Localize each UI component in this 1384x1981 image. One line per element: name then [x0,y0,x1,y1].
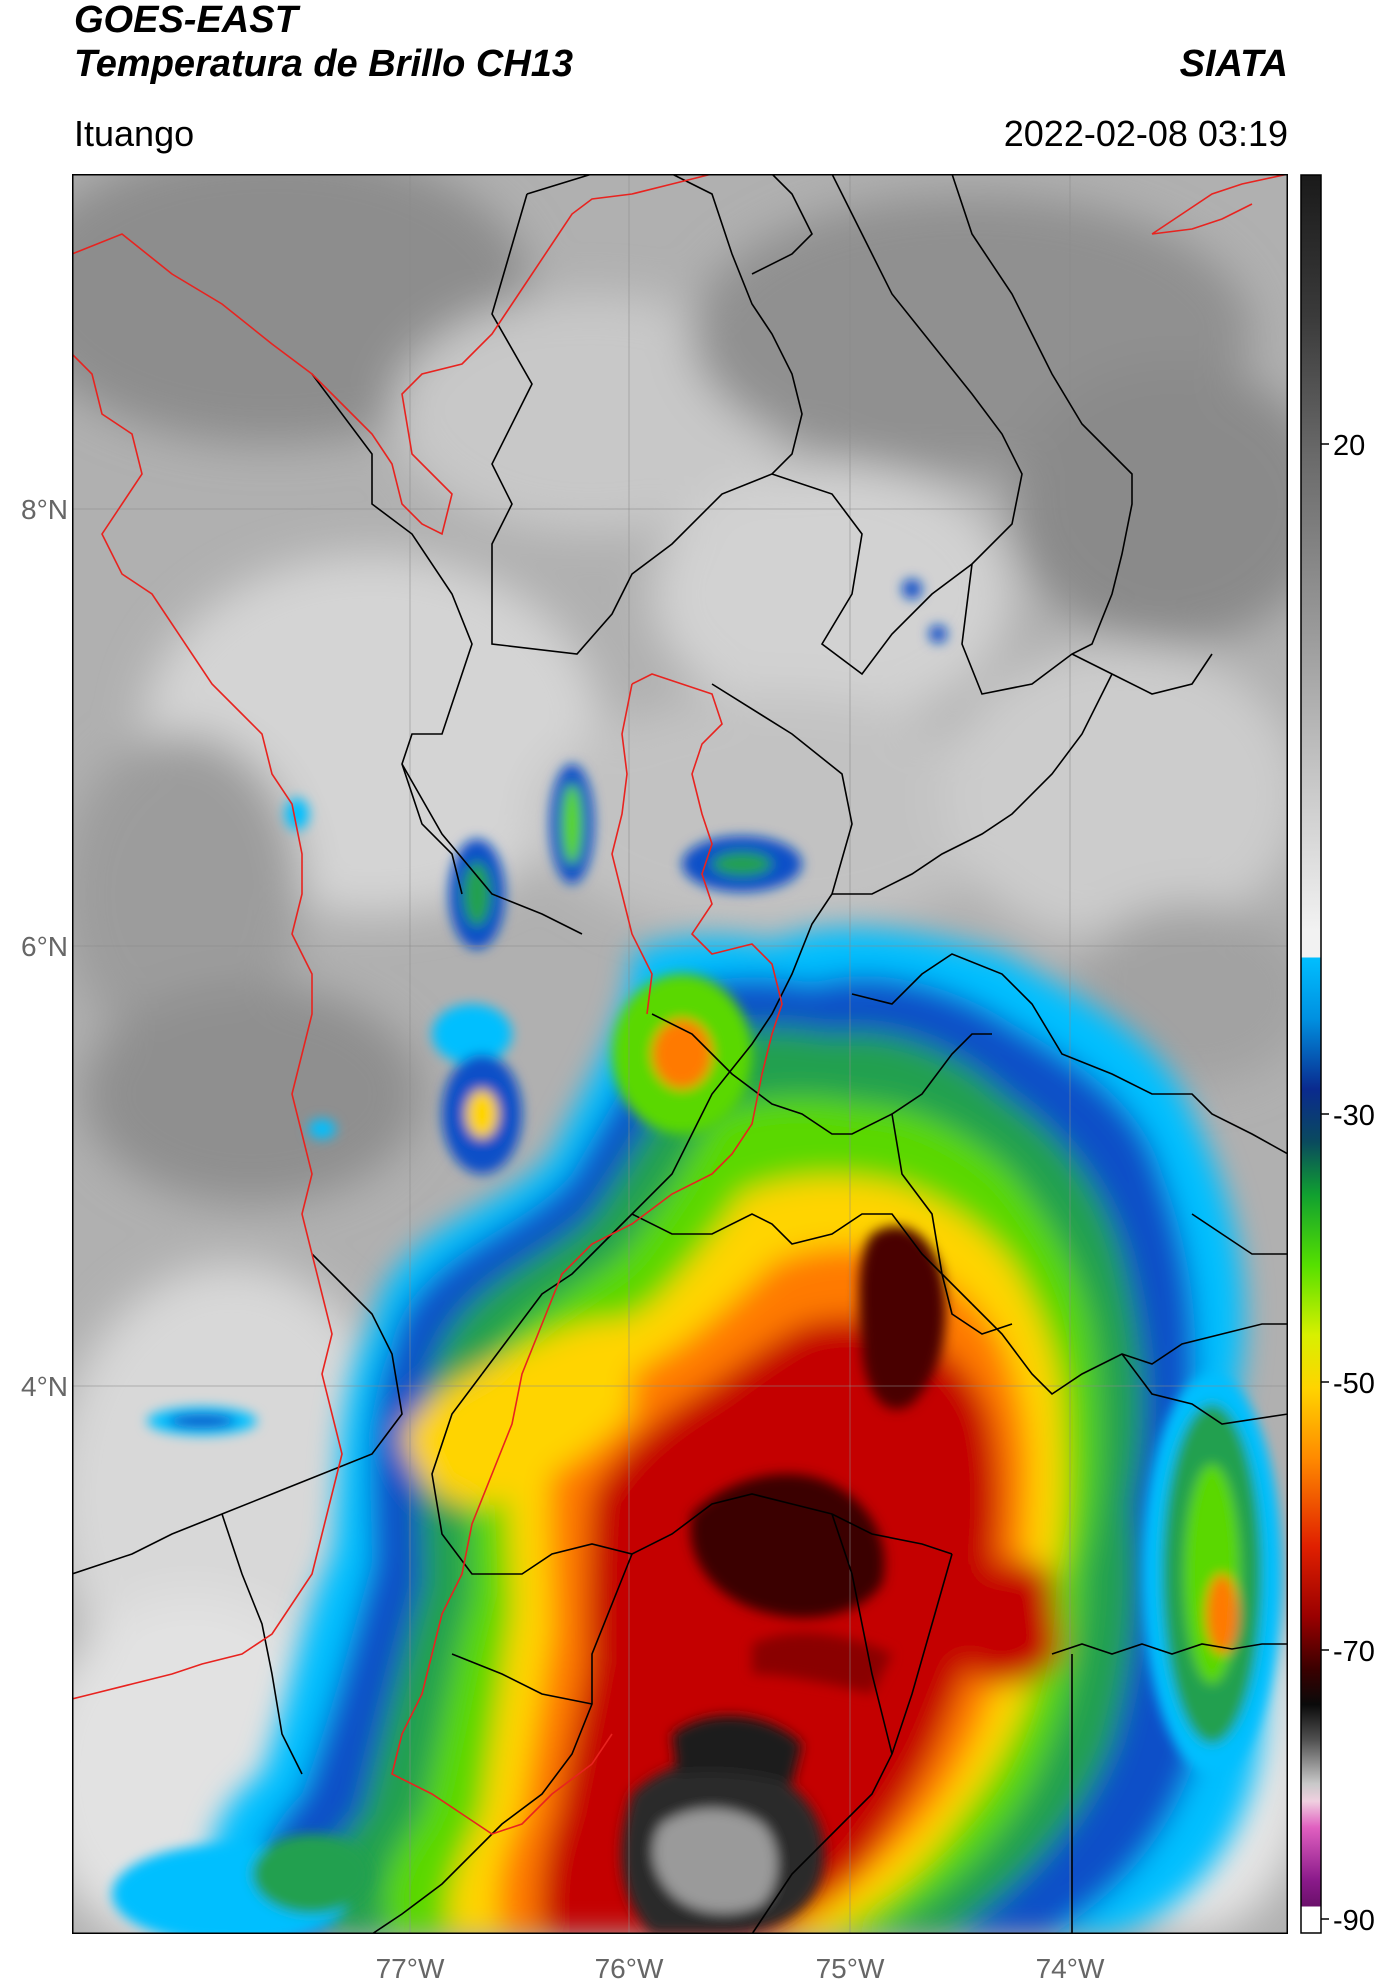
lat-label: 4°N [21,1371,68,1402]
region-label: Ituango [74,113,195,154]
department-boundaries: L370 1300 M410 1200 L380 1240 L360 1300 … [72,174,1288,1934]
lat-label: 8°N [21,494,68,525]
colorbar-tick-label: 20 [1333,430,1365,462]
coastline-borders [72,174,1288,1835]
lon-label: 77°W [376,1953,445,1981]
colorbar-tick-label: -50 [1333,1368,1375,1400]
map-frame [72,174,1288,1934]
credit-label: SIATA [1179,43,1288,85]
graticule [72,174,1288,1934]
colorbar-tick-label: -70 [1333,1636,1375,1668]
colorbar-tick-label: -30 [1333,1100,1375,1132]
lon-label: 76°W [595,1953,664,1981]
lat-label: 6°N [21,931,68,962]
colorbar-ramp [1300,174,1322,1934]
colorbar-tick-label: -90 [1333,1905,1375,1934]
lon-label: 74°W [1036,1953,1105,1981]
lon-label: 75°W [816,1953,885,1981]
title-line-1: GOES-EAST [74,0,298,41]
datetime-label: 2022-02-08 03:19 [1003,113,1288,154]
satellite-map: L370 1300 M410 1200 L380 1240 L360 1300 … [72,174,1288,1934]
title-line-2: Temperatura de Brillo CH13 [74,43,574,85]
imagery-layer [72,174,1288,1934]
colorbar: 20 -30 -50 -70 -90 [1300,174,1375,1934]
